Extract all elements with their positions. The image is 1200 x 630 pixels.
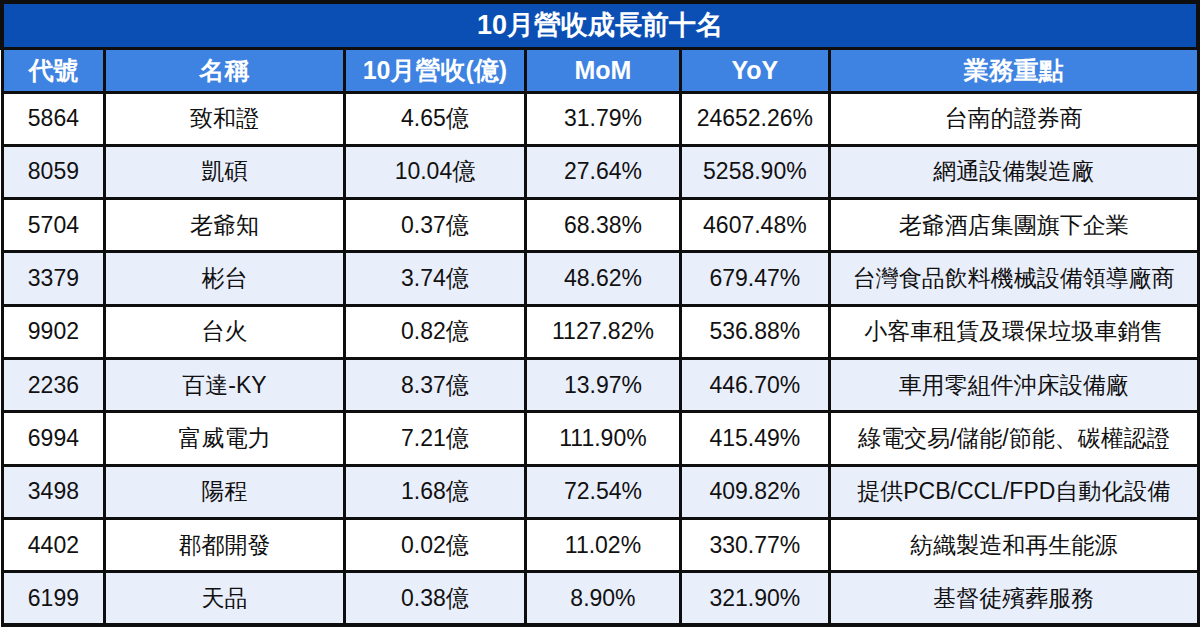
table-cell-focus: 台南的證券商: [830, 92, 1198, 145]
table-cell-revenue: 1.68億: [344, 465, 526, 518]
table-cell-code: 2236: [2, 358, 105, 411]
table-cell-yoy: 5258.90%: [680, 145, 830, 198]
table-cell-focus: 基督徒殯葬服務: [830, 572, 1198, 625]
table-cell-code: 3379: [2, 252, 105, 305]
table-cell-revenue: 3.74億: [344, 252, 526, 305]
table-cell-revenue: 0.82億: [344, 305, 526, 358]
column-header-focus: 業務重點: [830, 48, 1198, 92]
table-cell-code: 5864: [2, 92, 105, 145]
table-row: 6994富威電力7.21億111.90%415.49%綠電交易/儲能/節能、碳權…: [2, 412, 1198, 465]
column-header-revenue: 10月營收(億): [344, 48, 526, 92]
table-cell-name: 彬台: [105, 252, 344, 305]
table-cell-name: 郡都開發: [105, 518, 344, 571]
table-cell-focus: 車用零組件沖床設備廠: [830, 358, 1198, 411]
table-header-row: 代號 名稱 10月營收(億) MoM YoY 業務重點: [2, 48, 1198, 92]
table-cell-name: 富威電力: [105, 412, 344, 465]
table-cell-yoy: 409.82%: [680, 465, 830, 518]
table-cell-name: 老爺知: [105, 199, 344, 252]
table-cell-mom: 72.54%: [526, 465, 680, 518]
table-row: 2236百達-KY8.37億13.97%446.70%車用零組件沖床設備廠: [2, 358, 1198, 411]
table-cell-focus: 網通設備製造廠: [830, 145, 1198, 198]
table-cell-mom: 27.64%: [526, 145, 680, 198]
table-cell-yoy: 536.88%: [680, 305, 830, 358]
table-cell-mom: 68.38%: [526, 199, 680, 252]
table-row: 5864致和證4.65億31.79%24652.26%台南的證券商: [2, 92, 1198, 145]
table-cell-name: 天品: [105, 572, 344, 625]
table-cell-code: 4402: [2, 518, 105, 571]
table-body: 5864致和證4.65億31.79%24652.26%台南的證券商8059凱碩1…: [2, 92, 1198, 625]
table-row: 3498陽程1.68億72.54%409.82%提供PCB/CCL/FPD自動化…: [2, 465, 1198, 518]
table-cell-mom: 111.90%: [526, 412, 680, 465]
table-cell-mom: 31.79%: [526, 92, 680, 145]
table-cell-focus: 提供PCB/CCL/FPD自動化設備: [830, 465, 1198, 518]
column-header-name: 名稱: [105, 48, 344, 92]
table-cell-mom: 13.97%: [526, 358, 680, 411]
column-header-yoy: YoY: [680, 48, 830, 92]
table-cell-name: 凱碩: [105, 145, 344, 198]
table-title-row: 10月營收成長前十名: [2, 2, 1198, 48]
table-cell-revenue: 8.37億: [344, 358, 526, 411]
table-cell-name: 百達-KY: [105, 358, 344, 411]
table-cell-focus: 老爺酒店集團旗下企業: [830, 199, 1198, 252]
table-row: 5704老爺知0.37億68.38%4607.48%老爺酒店集團旗下企業: [2, 199, 1198, 252]
table-cell-yoy: 415.49%: [680, 412, 830, 465]
table-cell-yoy: 321.90%: [680, 572, 830, 625]
table-cell-code: 9902: [2, 305, 105, 358]
table-row: 9902台火0.82億1127.82%536.88%小客車租賃及環保垃圾車銷售: [2, 305, 1198, 358]
table-cell-yoy: 679.47%: [680, 252, 830, 305]
column-header-mom: MoM: [526, 48, 680, 92]
table-cell-revenue: 4.65億: [344, 92, 526, 145]
table-cell-focus: 小客車租賃及環保垃圾車銷售: [830, 305, 1198, 358]
table-cell-mom: 1127.82%: [526, 305, 680, 358]
table-cell-name: 致和證: [105, 92, 344, 145]
table-cell-code: 8059: [2, 145, 105, 198]
table-cell-revenue: 7.21億: [344, 412, 526, 465]
table-cell-focus: 台灣食品飲料機械設備領導廠商: [830, 252, 1198, 305]
table-row: 4402郡都開發0.02億11.02%330.77%紡織製造和再生能源: [2, 518, 1198, 571]
table-row: 3379彬台3.74億48.62%679.47%台灣食品飲料機械設備領導廠商: [2, 252, 1198, 305]
table-cell-revenue: 0.37億: [344, 199, 526, 252]
table-cell-code: 6199: [2, 572, 105, 625]
table-cell-mom: 48.62%: [526, 252, 680, 305]
table-cell-yoy: 24652.26%: [680, 92, 830, 145]
column-header-code: 代號: [2, 48, 105, 92]
table-cell-yoy: 4607.48%: [680, 199, 830, 252]
table-cell-name: 陽程: [105, 465, 344, 518]
table-cell-name: 台火: [105, 305, 344, 358]
table-cell-focus: 紡織製造和再生能源: [830, 518, 1198, 571]
table-cell-code: 5704: [2, 199, 105, 252]
revenue-growth-table: 10月營收成長前十名 代號 名稱 10月營收(億) MoM YoY 業務重點 5…: [0, 0, 1200, 627]
table-cell-revenue: 0.02億: [344, 518, 526, 571]
table-cell-yoy: 330.77%: [680, 518, 830, 571]
table-cell-revenue: 0.38億: [344, 572, 526, 625]
table-row: 6199天品0.38億8.90%321.90%基督徒殯葬服務: [2, 572, 1198, 625]
table-cell-code: 6994: [2, 412, 105, 465]
table-cell-mom: 11.02%: [526, 518, 680, 571]
table-cell-yoy: 446.70%: [680, 358, 830, 411]
table-cell-mom: 8.90%: [526, 572, 680, 625]
table-cell-focus: 綠電交易/儲能/節能、碳權認證: [830, 412, 1198, 465]
table-title: 10月營收成長前十名: [2, 2, 1198, 48]
table-row: 8059凱碩10.04億27.64%5258.90%網通設備製造廠: [2, 145, 1198, 198]
table-cell-code: 3498: [2, 465, 105, 518]
table-cell-revenue: 10.04億: [344, 145, 526, 198]
